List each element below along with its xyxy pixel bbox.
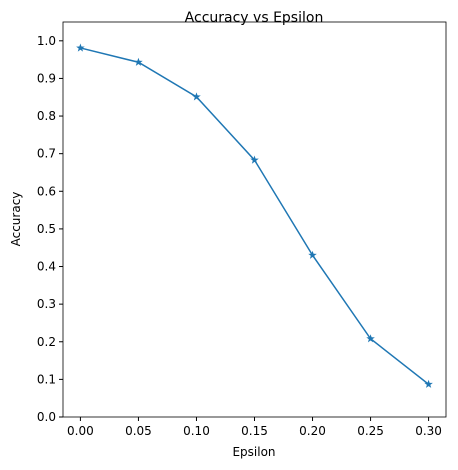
y-tick-label: 1.0 xyxy=(37,34,56,48)
y-tick-label: 0.0 xyxy=(37,410,56,424)
data-point xyxy=(424,379,433,388)
y-tick-label: 0.7 xyxy=(37,147,56,161)
y-tick-label: 0.6 xyxy=(37,184,56,198)
y-tick-label: 0.2 xyxy=(37,335,56,349)
data-point xyxy=(76,43,85,52)
x-tick-label: 0.10 xyxy=(183,424,210,438)
y-tick-label: 0.8 xyxy=(37,109,56,123)
data-line xyxy=(80,47,430,385)
x-tick-label: 0.25 xyxy=(357,424,384,438)
y-tick-label: 0.3 xyxy=(37,297,56,311)
x-tick-label: 0.00 xyxy=(67,424,94,438)
y-tick-label: 0.5 xyxy=(37,222,56,236)
data-point xyxy=(250,155,259,164)
y-tick-label: 0.4 xyxy=(37,260,56,274)
plot-frame xyxy=(62,21,447,418)
y-axis-label: Accuracy xyxy=(9,192,23,247)
data-point xyxy=(308,250,317,259)
x-axis-label: Epsilon xyxy=(232,445,275,459)
y-tick-label: 0.1 xyxy=(37,372,56,386)
data-point xyxy=(366,334,375,343)
data-point xyxy=(192,92,201,101)
x-tick-label: 0.20 xyxy=(299,424,326,438)
x-tick-label: 0.30 xyxy=(415,424,442,438)
y-tick-label: 0.9 xyxy=(37,71,56,85)
x-tick-label: 0.05 xyxy=(125,424,152,438)
chart-title: Accuracy vs Epsilon xyxy=(185,10,324,26)
x-tick-label: 0.15 xyxy=(241,424,268,438)
data-point xyxy=(134,57,143,66)
